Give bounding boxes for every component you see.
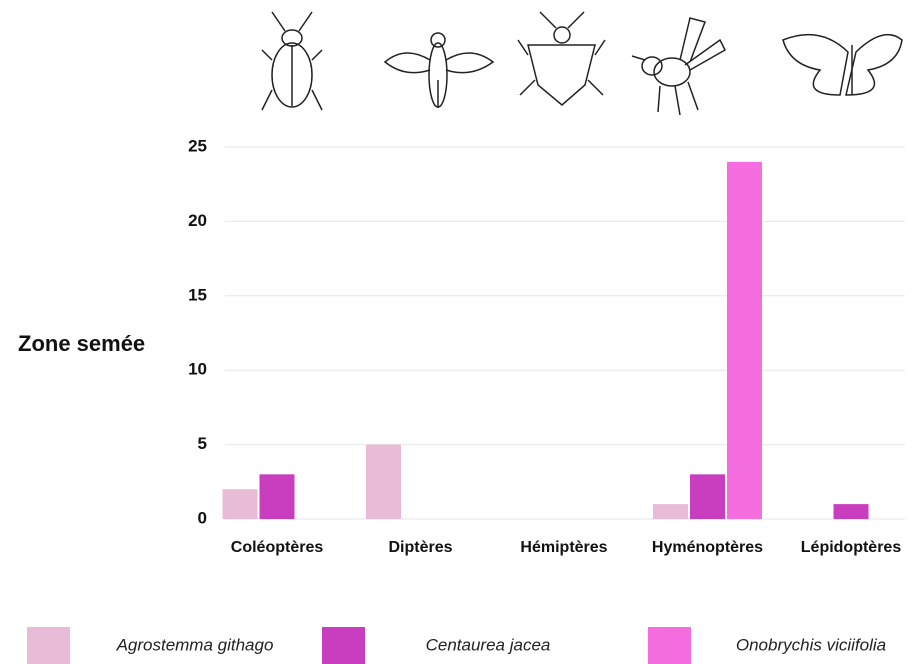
- bar: [727, 162, 762, 519]
- bar: [834, 504, 869, 519]
- y-tick-label: 15: [188, 285, 207, 304]
- chart: Zone semée 0 5 10 15 20 25 Coléoptères Diptères…: [0, 0, 912, 664]
- bar: [366, 445, 401, 519]
- beetle-icon: [262, 12, 322, 110]
- y-tick-label: 25: [188, 136, 207, 155]
- y-tick-label: 0: [198, 508, 207, 527]
- legend-swatch: [322, 627, 365, 664]
- legend-label: Centaurea jacea: [426, 635, 551, 654]
- fly-icon: [385, 33, 493, 108]
- insect-illustrations: [262, 12, 902, 115]
- bar: [690, 474, 725, 519]
- y-axis-label: Zone semée: [18, 331, 145, 356]
- plot-area: 0 5 10 15 20 25 Coléoptères Diptères Hémiptères H…: [188, 136, 905, 556]
- y-tick-label: 20: [188, 211, 207, 230]
- bar: [260, 474, 295, 519]
- y-tick-label: 5: [198, 434, 207, 453]
- legend-swatch: [27, 627, 70, 664]
- y-tick-label: 10: [188, 360, 207, 379]
- bug-icon: [518, 12, 605, 105]
- x-tick-label: Coléoptères: [231, 539, 324, 556]
- x-tick-label: Lépidoptères: [801, 539, 902, 556]
- legend-label: Onobrychis viciifolia: [736, 635, 886, 654]
- legend-swatch: [648, 627, 691, 664]
- bee-icon: [632, 18, 725, 115]
- x-tick-label: Hyménoptères: [652, 539, 763, 556]
- x-tick-label: Diptères: [388, 539, 452, 556]
- butterfly-icon: [783, 35, 902, 95]
- bar: [223, 489, 258, 519]
- legend-label: Agrostemma githago: [116, 635, 274, 654]
- bar: [653, 504, 688, 519]
- x-tick-label: Hémiptères: [520, 539, 607, 556]
- legend: Agrostemma githago Centaurea jacea Onobryc…: [27, 627, 886, 664]
